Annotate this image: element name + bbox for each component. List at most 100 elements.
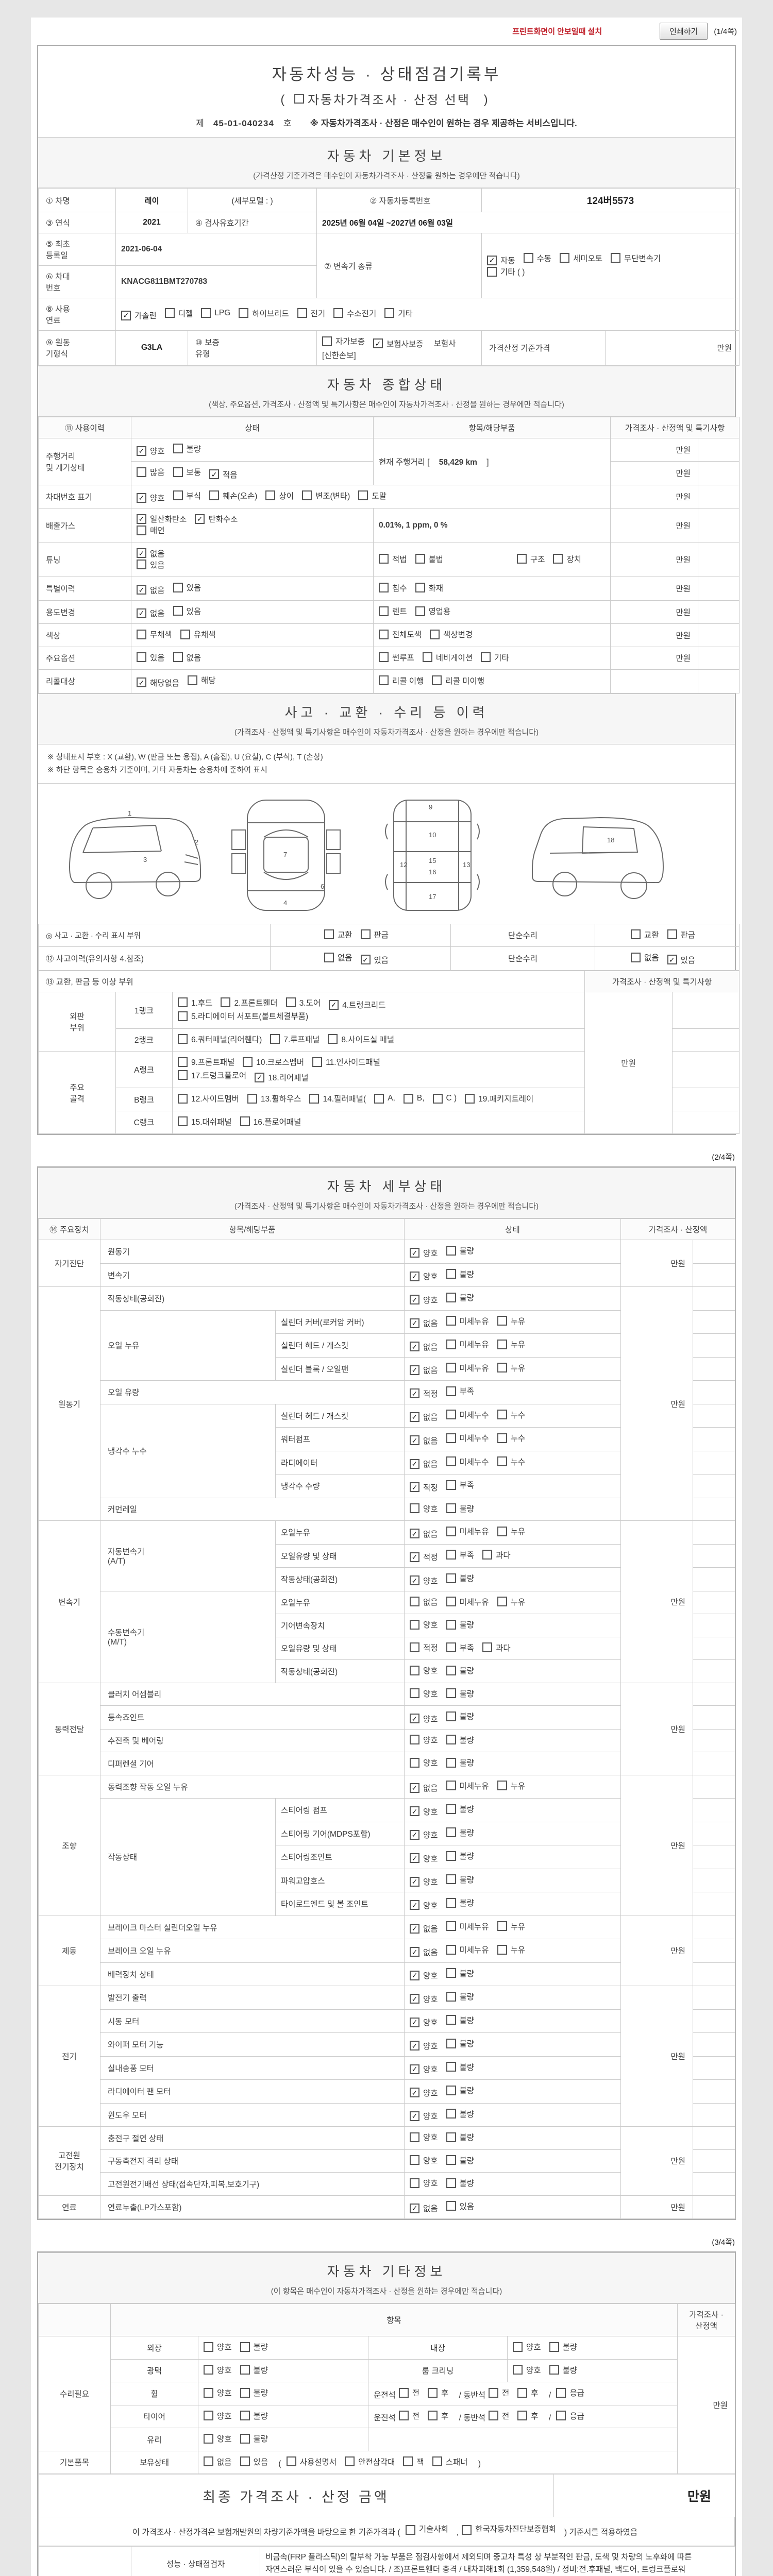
checkbox-option[interactable]: 부족 — [446, 1549, 474, 1561]
checkbox-option[interactable]: 판금 — [667, 929, 695, 940]
checkbox-option[interactable]: 4.트렁크리드 — [329, 999, 385, 1010]
checkbox-option[interactable]: 있음 — [240, 2456, 268, 2467]
checkbox-option[interactable]: 6.쿼터패널(리어휀다) — [178, 1033, 262, 1045]
checkbox-option[interactable]: 양호 — [410, 1993, 438, 2005]
checkbox-option[interactable]: 일산화탄소 — [137, 513, 187, 524]
checkbox-option[interactable]: 없음 — [410, 1596, 438, 1607]
checkbox-option[interactable]: 후 — [517, 2410, 539, 2421]
checkbox-option[interactable]: 누유 — [497, 1338, 525, 1350]
checkbox-option[interactable]: 없음 — [410, 1411, 438, 1422]
checkbox-option[interactable]: 수동 — [523, 252, 551, 264]
checkbox-option[interactable]: A, — [374, 1093, 395, 1104]
checkbox-option[interactable]: 적법 — [379, 553, 407, 565]
checkbox-option[interactable]: 디젤 — [164, 308, 193, 319]
checkbox-option[interactable]: 없음 — [410, 1946, 438, 1958]
checkbox-option[interactable]: 많음 — [137, 466, 165, 478]
checkbox-option[interactable]: 양호 — [410, 1270, 438, 1282]
checkbox-option[interactable]: 불량 — [173, 443, 201, 454]
checkbox-option[interactable]: 양호 — [137, 492, 165, 503]
checkbox-option[interactable]: 18.리어패널 — [255, 1072, 309, 1083]
checkbox-option[interactable]: 불량 — [549, 2341, 577, 2352]
checkbox-option[interactable]: 없음 — [204, 2456, 232, 2467]
checkbox-option[interactable]: 양호 — [513, 2364, 541, 2376]
checkbox-option[interactable]: 잭 — [403, 2456, 424, 2467]
checkbox-option[interactable]: 불량 — [446, 1619, 474, 1630]
checkbox-option[interactable]: 있음 — [173, 605, 201, 617]
checkbox-option[interactable]: 불량 — [446, 2084, 474, 2096]
checkbox-option[interactable]: 10.크로스멤버 — [243, 1056, 304, 1067]
checkbox-option[interactable]: 해당 — [188, 674, 216, 686]
checkbox-option[interactable]: 누유 — [497, 1596, 525, 1607]
checkbox-option[interactable]: 양호 — [137, 445, 165, 456]
checkbox-option[interactable]: 불량 — [240, 2410, 268, 2421]
checkbox-option[interactable]: 응급 — [556, 2410, 584, 2421]
checkbox-option[interactable]: 8.사이드실 패널 — [328, 1033, 394, 1045]
checkbox-option[interactable]: 불량 — [446, 1757, 474, 1768]
checkbox-option[interactable]: 양호 — [410, 1688, 438, 1699]
checkbox-option[interactable]: 불량 — [446, 2061, 474, 2073]
checkbox-option[interactable]: 침수 — [379, 582, 407, 594]
checkbox-option[interactable]: 화재 — [415, 582, 443, 594]
checkbox-option[interactable]: 무채색 — [137, 629, 172, 640]
checkbox-option[interactable]: B, — [403, 1093, 425, 1104]
checkbox-option[interactable]: 17.트렁크플로어 — [178, 1070, 246, 1081]
checkbox-option[interactable]: 불량 — [240, 2433, 268, 2444]
checkbox-option[interactable]: 장치 — [553, 553, 581, 565]
checkbox-option[interactable]: 양호 — [410, 2177, 438, 2189]
checkbox-option[interactable]: 미세누유 — [446, 1526, 489, 1537]
checkbox-option[interactable]: 변조(변타) — [301, 490, 350, 501]
checkbox-option[interactable]: 렌트 — [379, 605, 407, 617]
checkbox-option[interactable]: 불량 — [446, 2155, 474, 2166]
checkbox-option[interactable]: 전 — [489, 2387, 509, 2398]
checkbox-option[interactable]: 9.프론트패널 — [178, 1056, 234, 1067]
checkbox-option[interactable]: 양호 — [410, 2131, 438, 2143]
checkbox-option[interactable]: 부족 — [446, 1479, 474, 1490]
checkbox-option[interactable]: 미세누유 — [446, 1338, 489, 1350]
checkbox-option[interactable]: 불량 — [446, 1827, 474, 1838]
checkbox-option[interactable]: 판금 — [360, 929, 389, 940]
checkbox-option[interactable]: 기타 ( ) — [487, 266, 525, 277]
checkbox-option[interactable]: 불량 — [446, 1850, 474, 1861]
checkbox-option[interactable]: 응급 — [556, 2387, 584, 2398]
checkbox-option[interactable]: 탄화수소 — [195, 513, 238, 524]
checkbox-option[interactable]: 누유 — [497, 1526, 525, 1537]
checkbox-option[interactable]: 부족 — [446, 1642, 474, 1653]
checkbox-option[interactable]: 양호 — [410, 1757, 438, 1768]
checkbox-option[interactable]: 없음 — [137, 607, 165, 619]
checkbox-option[interactable]: 양호 — [204, 2433, 232, 2444]
checkbox-option[interactable]: 부식 — [173, 490, 201, 501]
checkbox-option[interactable]: 기타 — [481, 652, 509, 663]
checkbox-option[interactable]: 불량 — [446, 1968, 474, 1979]
checkbox-option[interactable]: 누수 — [497, 1409, 525, 1420]
checkbox-option[interactable]: 적정 — [410, 1551, 438, 1563]
checkbox-option[interactable]: 후 — [517, 2387, 539, 2398]
checkbox-option[interactable]: 없음 — [410, 1364, 438, 1376]
checkbox-option[interactable]: 16.플로어패널 — [240, 1116, 301, 1127]
checkbox-option[interactable]: 전기 — [297, 308, 325, 319]
checkbox-option[interactable]: 불량 — [446, 1572, 474, 1584]
checkbox-option[interactable]: 불량 — [446, 2108, 474, 2120]
checkbox-option[interactable]: 과다 — [482, 1642, 511, 1653]
checkbox-option[interactable]: 5.라디에이터 서포트(볼트체결부품) — [178, 1010, 308, 1022]
checkbox-option[interactable]: 양호 — [204, 2341, 232, 2352]
checkbox-option[interactable]: 적음 — [209, 469, 238, 480]
checkbox-option[interactable]: 불량 — [446, 2131, 474, 2143]
checkbox-option[interactable]: 누유 — [497, 1780, 525, 1791]
checkbox-option[interactable]: 불량 — [446, 2038, 474, 2049]
checkbox-option[interactable]: 구조 — [516, 553, 545, 565]
checkbox-option[interactable]: 기술사회 — [405, 2523, 448, 2536]
checkbox-option[interactable]: 사용설명서 — [286, 2456, 337, 2467]
checkbox-option[interactable]: 자동 — [487, 255, 515, 266]
checkbox-option[interactable]: 양호 — [410, 1247, 438, 1259]
checkbox-option[interactable]: 양호 — [410, 2110, 438, 2122]
checkbox-option[interactable]: 미세누유 — [446, 1315, 489, 1327]
checkbox-option[interactable]: 부족 — [446, 1385, 474, 1397]
checkbox-option[interactable]: 자동차가격조사 · 산정 선택 — [294, 90, 470, 108]
checkbox-option[interactable]: 13.휠하우스 — [247, 1093, 301, 1104]
checkbox-option[interactable]: 누수 — [497, 1432, 525, 1444]
checkbox-option[interactable]: 적정 — [410, 1388, 438, 1399]
checkbox-option[interactable]: 없음 — [137, 584, 165, 596]
print-button[interactable]: 인쇄하기 — [660, 23, 708, 40]
checkbox-option[interactable]: 미세누유 — [446, 1921, 489, 1932]
checkbox-option[interactable]: 있음 — [173, 582, 201, 593]
